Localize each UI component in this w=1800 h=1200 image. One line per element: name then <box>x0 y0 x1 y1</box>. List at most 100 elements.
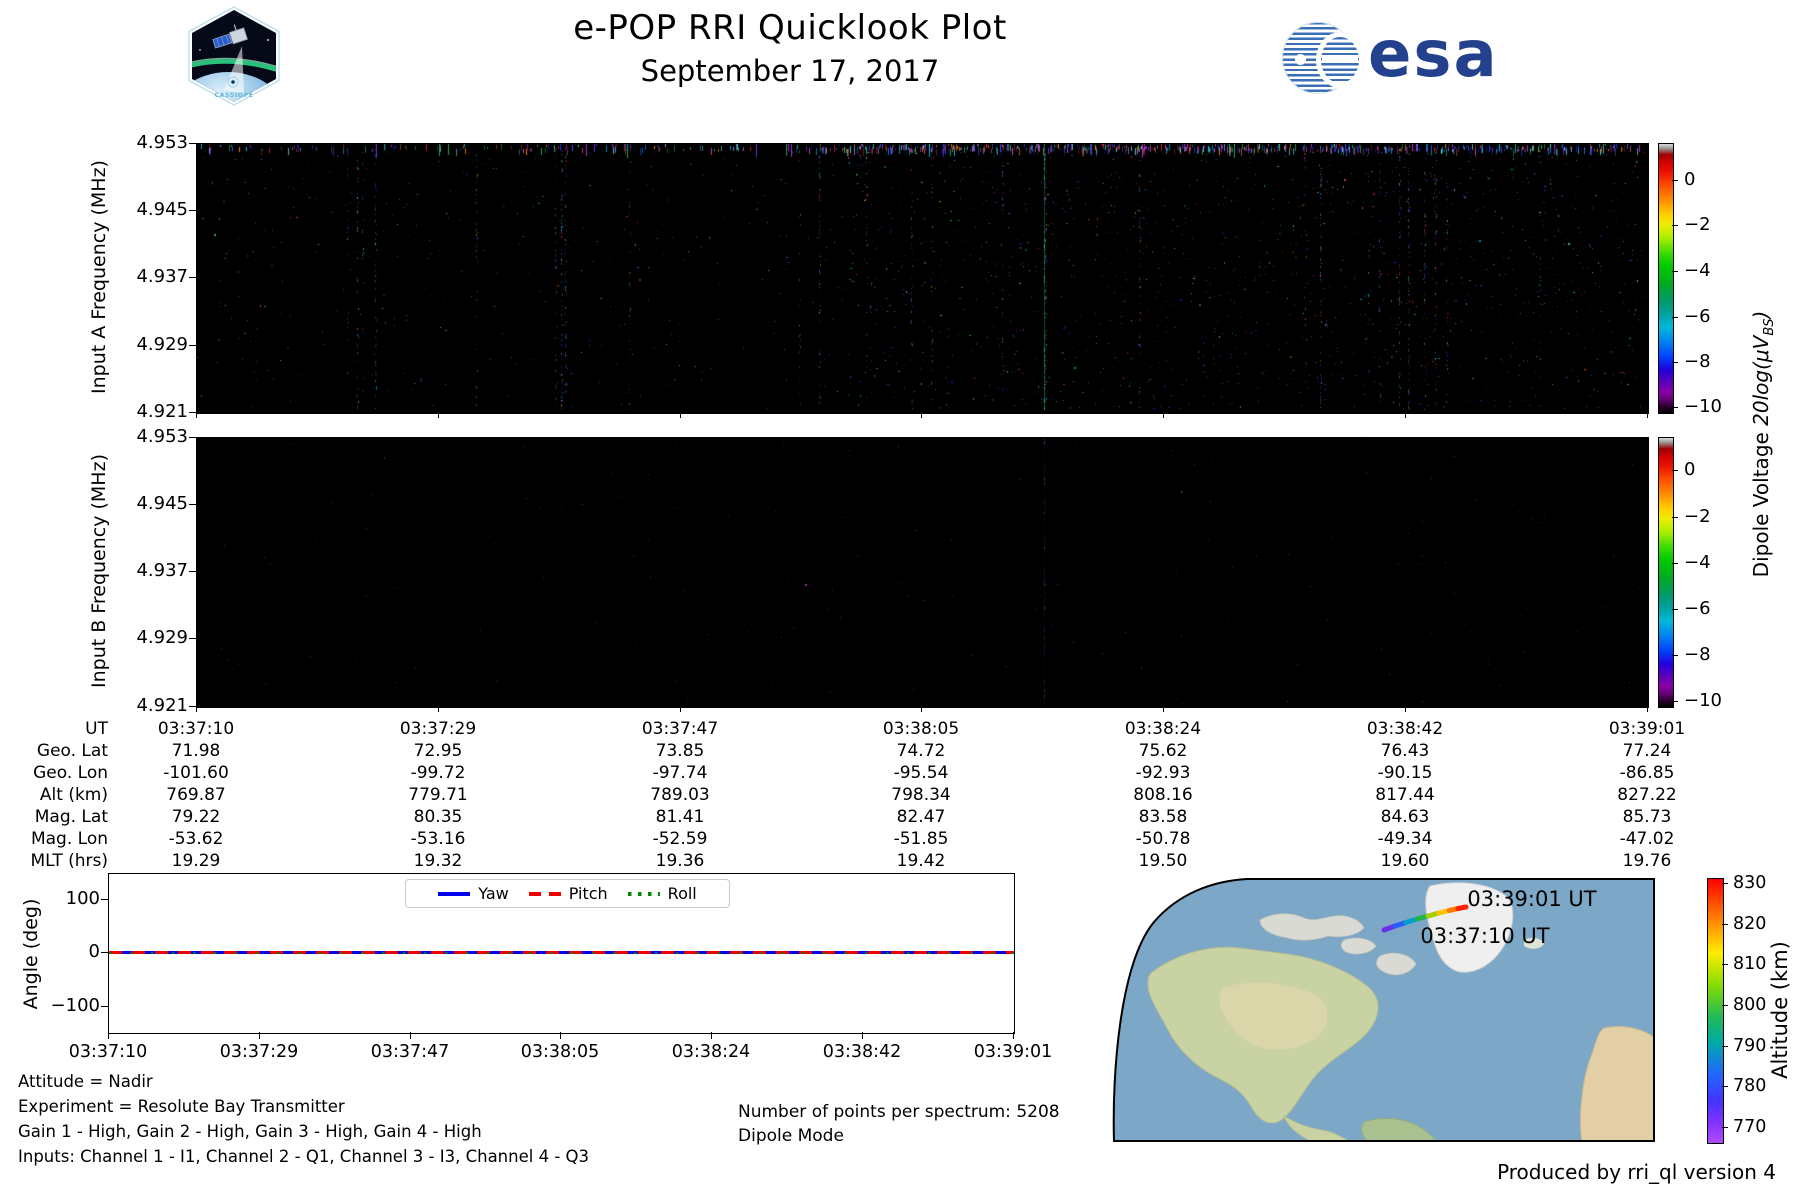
spectrogram-x-tick-mark <box>1405 412 1407 418</box>
angle-xtick-label: 03:37:10 <box>68 1042 148 1062</box>
freq-tick-label-a: 4.921 <box>136 401 188 422</box>
freq-tick-mark-b <box>189 571 196 573</box>
dipole-colorbar-b-tick-label: 0 <box>1684 459 1696 480</box>
ephemeris-value: 03:37:10 <box>157 719 235 739</box>
freq-tick-label-b: 4.937 <box>136 560 188 581</box>
spectrogram-x-tick-mark <box>1647 706 1649 712</box>
ephemeris-value: 03:38:42 <box>1366 719 1444 739</box>
ephemeris-value: -86.85 <box>1619 763 1675 783</box>
points-per-spectrum-text: Number of points per spectrum: 5208 <box>738 1102 1060 1122</box>
altitude-colorbar-tick-label: 820 <box>1733 914 1767 934</box>
dipole-label-sub: BS <box>1762 318 1777 336</box>
altitude-colorbar-tick-label: 780 <box>1733 1076 1767 1096</box>
ephemeris-row-label: UT <box>85 719 108 739</box>
dipole-colorbar-b-tick-mark <box>1672 517 1678 519</box>
legend-dotted-line-sample <box>627 891 660 896</box>
ephemeris-value: 779.71 <box>408 785 468 805</box>
altitude-colorbar-tick-mark <box>1722 1086 1728 1088</box>
dipole-colorbar-a-tick-label: −2 <box>1684 214 1711 235</box>
track-end-time-label: 03:39:01 UT <box>1467 887 1596 911</box>
produced-by-text: Produced by rri_ql version 4 <box>1497 1160 1776 1184</box>
ephemeris-value: -53.62 <box>168 829 224 849</box>
map-arctic-islands <box>1259 913 1365 941</box>
dipole-label-text: Dipole Voltage <box>1749 425 1773 578</box>
inputs-text: Inputs: Channel 1 - I1, Channel 2 - Q1, … <box>18 1147 589 1166</box>
ephemeris-value: -90.15 <box>1377 763 1433 783</box>
dipole-colorbar-b-tick-mark <box>1672 655 1678 657</box>
esa-globe-dot <box>1295 54 1306 65</box>
dipole-mode-text: Dipole Mode <box>738 1126 844 1146</box>
attitude-text: Attitude = Nadir <box>18 1072 153 1091</box>
spectrogram-x-tick-mark <box>438 412 440 418</box>
spectrogram-x-tick-mark <box>921 706 923 712</box>
ephemeris-value: 72.95 <box>413 741 463 761</box>
dipole-colorbar-a-tick-mark <box>1672 180 1678 182</box>
spectrogram-x-tick-mark <box>680 412 682 418</box>
ephemeris-value: 19.60 <box>1380 851 1430 871</box>
map-greenland <box>1425 882 1514 973</box>
angle-xtick-mark <box>108 1032 110 1039</box>
page-date: September 17, 2017 <box>640 54 940 88</box>
legend-item-pitch: Pitch <box>528 884 608 903</box>
freq-tick-mark-a <box>189 412 196 414</box>
angle-xtick-mark <box>410 1032 412 1039</box>
ephemeris-value: 85.73 <box>1622 807 1672 827</box>
spectrogram-x-tick-mark <box>921 412 923 418</box>
dipole-colorbar-a-tick-mark <box>1672 407 1678 409</box>
ephemeris-value: 03:37:29 <box>399 719 477 739</box>
ephemeris-value: -52.59 <box>652 829 708 849</box>
angle-xtick-label: 03:37:29 <box>219 1042 299 1062</box>
esa-globe-e-bar <box>1322 56 1358 62</box>
altitude-colorbar-tick-mark <box>1722 964 1728 966</box>
freq-tick-label-b: 4.929 <box>136 627 188 648</box>
experiment-text: Experiment = Resolute Bay Transmitter <box>18 1097 345 1116</box>
altitude-colorbar-tick-mark <box>1722 1046 1728 1048</box>
dipole-colorbar-a-tick-label: −4 <box>1684 260 1711 281</box>
dipole-colorbar-a-tick-mark <box>1672 271 1678 273</box>
dipole-colorbar-b-tick-label: −10 <box>1684 690 1722 711</box>
spectrogram-x-tick-mark <box>1405 706 1407 712</box>
dipole-label-close: ) <box>1749 310 1773 319</box>
legend-solid-line-sample <box>438 891 471 896</box>
ephemeris-value: 789.03 <box>650 785 710 805</box>
angle-ytick-mark <box>101 899 108 901</box>
ephemeris-value: 71.98 <box>171 741 221 761</box>
esa-wordmark: esa <box>1368 18 1499 92</box>
angle-plot-legend: Yaw Pitch Roll <box>405 879 730 908</box>
angle-xtick-mark <box>259 1032 261 1039</box>
freq-tick-mark-a <box>189 143 196 145</box>
freq-tick-label-a: 4.945 <box>136 199 188 220</box>
ephemeris-value: 19.29 <box>171 851 221 871</box>
altitude-colorbar-tick-mark <box>1722 1005 1728 1007</box>
ephemeris-value: -92.93 <box>1135 763 1191 783</box>
ephemeris-value: 82.47 <box>896 807 946 827</box>
ephemeris-value: -47.02 <box>1619 829 1675 849</box>
ephemeris-value: 03:37:47 <box>641 719 719 739</box>
ephemeris-value: 76.43 <box>1380 741 1430 761</box>
ephemeris-value: 73.85 <box>655 741 705 761</box>
dipole-colorbar-b-tick-label: −6 <box>1684 598 1711 619</box>
angle-xtick-label: 03:39:01 <box>973 1042 1053 1062</box>
freq-tick-label-b: 4.945 <box>136 493 188 514</box>
dipole-colorbar-b <box>1658 437 1674 708</box>
cassiope-logo-text: CASSIOPE <box>214 92 253 99</box>
ephemeris-row-label: Mag. Lat <box>34 807 108 827</box>
ephemeris-row-label: MLT (hrs) <box>30 851 108 871</box>
ephemeris-value: -50.78 <box>1135 829 1191 849</box>
map-africa <box>1580 1025 1654 1141</box>
altitude-colorbar-tick-mark <box>1722 924 1728 926</box>
spectrogram-x-tick-mark <box>1647 412 1649 418</box>
angle-xtick-label: 03:38:42 <box>822 1042 902 1062</box>
angle-xtick-label: 03:38:05 <box>520 1042 600 1062</box>
map-border <box>1112 878 1655 1142</box>
angle-xtick-label: 03:38:24 <box>671 1042 751 1062</box>
freq-tick-mark-a <box>189 277 196 279</box>
dipole-colorbar-a-tick-mark <box>1672 225 1678 227</box>
freq-tick-mark-a <box>189 345 196 347</box>
dipole-label-math: 20log(μV <box>1749 335 1773 426</box>
freq-tick-label-b: 4.921 <box>136 695 188 716</box>
legend-dashed-line-sample <box>528 891 561 896</box>
dipole-colorbar-a-tick-mark <box>1672 362 1678 364</box>
map-central-america <box>1283 1114 1352 1141</box>
angle-ytick-mark <box>101 1006 108 1008</box>
